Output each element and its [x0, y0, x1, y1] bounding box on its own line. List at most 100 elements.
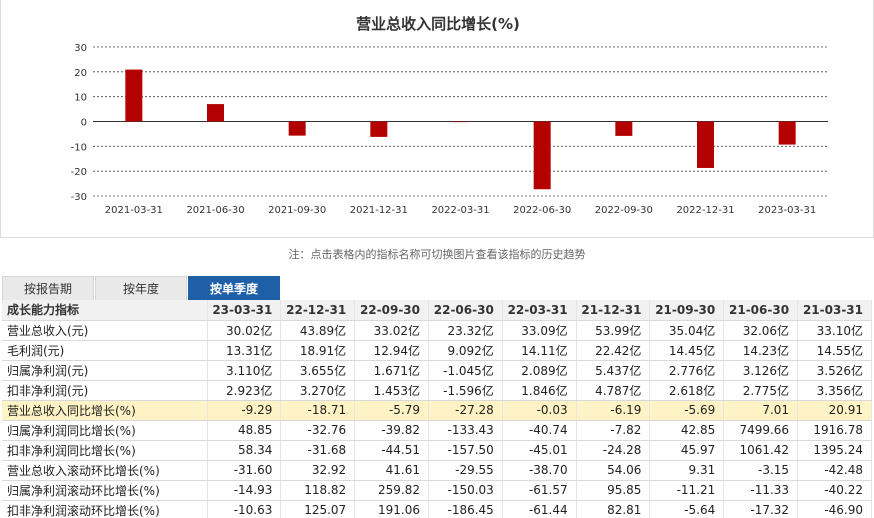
table-cell: -11.33 [723, 480, 799, 501]
metric-name[interactable]: 营业总收入滚动环比增长(%) [2, 460, 208, 481]
table-cell: -157.50 [428, 440, 503, 461]
table-cell: -133.43 [428, 420, 503, 441]
bar [615, 121, 633, 136]
column-header: 22-09-30 [354, 300, 429, 321]
table-cell: 2.089亿 [502, 360, 577, 381]
table-cell: 32.06亿 [723, 320, 799, 341]
table-cell: -5.69 [649, 400, 725, 421]
y-tick-label: -20 [71, 167, 87, 178]
table-cell: 9.31 [649, 460, 725, 481]
column-header: 21-09-30 [649, 300, 725, 321]
x-tick-label: 2021-09-30 [268, 205, 326, 216]
chart-panel: 营业总收入同比增长(%) 30 20 10 0 -10 -20 -30 2021-03-31 20… [0, 0, 874, 238]
table-cell: -40.22 [797, 480, 872, 501]
table-cell: 3.356亿 [797, 380, 872, 401]
table-cell: 2.775亿 [723, 380, 799, 401]
table-cell: 14.45亿 [649, 340, 725, 361]
table-cell: -0.03 [502, 400, 577, 421]
table-cell: 259.82 [354, 480, 429, 501]
x-tick-label: 2023-03-31 [758, 205, 816, 216]
metric-name[interactable]: 归属净利润(元) [2, 360, 208, 381]
bar [288, 121, 306, 136]
table-cell: 32.92 [280, 460, 356, 481]
table-cell: 3.270亿 [280, 380, 356, 401]
table-cell: 3.126亿 [723, 360, 799, 381]
table-cell: 33.09亿 [502, 320, 577, 341]
table-cell: -6.19 [576, 400, 651, 421]
y-tick-label: -10 [71, 142, 87, 153]
bar [533, 121, 551, 190]
table-cell: 7.01 [723, 400, 799, 421]
metric-name[interactable]: 营业总收入(元) [2, 320, 208, 341]
table-cell: 95.85 [576, 480, 651, 501]
bar [207, 104, 224, 122]
table-cell: -1.045亿 [428, 360, 503, 381]
table-cell: 1.846亿 [502, 380, 577, 401]
table-cell: 2.923亿 [207, 380, 282, 401]
tab-report-period[interactable]: 按报告期 [2, 276, 94, 300]
table-cell: -31.68 [280, 440, 356, 461]
table-cell: -46.90 [797, 500, 872, 518]
x-tick-label: 2022-03-31 [431, 205, 489, 216]
table-cell: -18.71 [280, 400, 356, 421]
table-cell: 191.06 [354, 500, 429, 518]
table-cell: -44.51 [354, 440, 429, 461]
table-cell: -61.44 [502, 500, 577, 518]
table-row: 归属净利润滚动环比增长(%) -14.93 118.82 259.82 -150.03-… [2, 480, 872, 501]
table-cell: 33.02亿 [354, 320, 429, 341]
tab-single-quarter[interactable]: 按单季度 [188, 276, 280, 300]
column-header: 21-12-31 [576, 300, 651, 321]
table-cell: 1395.24 [797, 440, 872, 461]
column-header: 23-03-31 [207, 300, 282, 321]
column-header: 22-12-31 [280, 300, 356, 321]
x-tick-label: 2021-03-31 [105, 205, 163, 216]
x-tick-label: 2022-06-30 [513, 205, 571, 216]
table-cell: 42.85 [649, 420, 725, 441]
metric-name[interactable]: 扣非净利润滚动环比增长(%) [2, 500, 208, 518]
metric-name[interactable]: 归属净利润同比增长(%) [2, 420, 208, 441]
table-cell: 1.671亿 [354, 360, 429, 381]
table-cell: -186.45 [428, 500, 503, 518]
table-cell: 33.10亿 [797, 320, 872, 341]
bar [697, 121, 714, 168]
bar [125, 69, 143, 122]
table-cell: -3.15 [723, 460, 799, 481]
table-cell: 125.07 [280, 500, 356, 518]
bar-chart: 营业总收入同比增长(%) 30 20 10 0 -10 -20 -30 2021-03-31 20… [71, 15, 828, 216]
table-row: 营业总收入滚动环比增长(%) -31.60 32.92 41.61 -29.55 -38.… [2, 460, 872, 481]
table-cell: 23.32亿 [428, 320, 503, 341]
metric-name[interactable]: 营业总收入同比增长(%) [2, 400, 208, 421]
tab-annual[interactable]: 按年度 [95, 276, 187, 300]
metric-name[interactable]: 归属净利润滚动环比增长(%) [2, 480, 208, 501]
metric-name[interactable]: 扣非净利润同比增长(%) [2, 440, 208, 461]
table-cell: 14.23亿 [723, 340, 799, 361]
table-cell: -31.60 [207, 460, 282, 481]
table-cell: -9.29 [207, 400, 282, 421]
y-tick-label: 10 [74, 93, 87, 104]
table-cell: 45.97 [649, 440, 725, 461]
table-cell: 9.092亿 [428, 340, 503, 361]
x-tick-label: 2021-12-31 [350, 205, 408, 216]
table-cell: 30.02亿 [207, 320, 282, 341]
bar [452, 121, 469, 123]
table-cell: 118.82 [280, 480, 356, 501]
table-cell: -11.21 [649, 480, 725, 501]
table-cell: -40.74 [502, 420, 577, 441]
y-tick-label: 20 [74, 68, 87, 79]
metric-name[interactable]: 扣非净利润(元) [2, 380, 208, 401]
table-cell: 4.787亿 [576, 380, 651, 401]
metric-name[interactable]: 毛利润(元) [2, 340, 208, 361]
table-cell: -24.28 [576, 440, 651, 461]
x-tick-label: 2021-06-30 [186, 205, 244, 216]
chart-title: 营业总收入同比增长(%) [356, 15, 520, 33]
table-row: 营业总收入同比增长(%) -9.29 -18.71 -5.79 -27.28 -0.03-… [2, 400, 872, 421]
table-cell: 58.34 [207, 440, 282, 461]
table-cell: -10.63 [207, 500, 282, 518]
table-cell: -150.03 [428, 480, 503, 501]
table-cell: -38.70 [502, 460, 577, 481]
table-cell: -61.57 [502, 480, 577, 501]
table-cell: -7.82 [576, 420, 651, 441]
table-cell: -1.596亿 [428, 380, 503, 401]
table-row: 归属净利润同比增长(%) 48.85 -32.76 -39.82 -133.43 -40.… [2, 420, 872, 441]
table-cell: -39.82 [354, 420, 429, 441]
